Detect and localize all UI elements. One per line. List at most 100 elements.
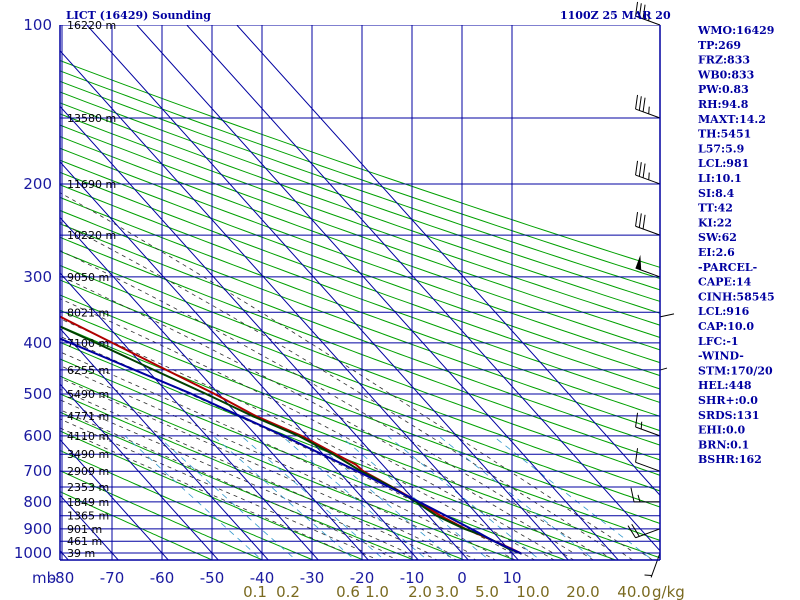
wind-barb-flag <box>635 254 642 271</box>
dry-adiabat <box>60 184 660 404</box>
wind-barb-half-feather <box>648 106 650 114</box>
pressure-tick-label: 800 <box>23 493 52 511</box>
temperature-tick-label: 10 <box>502 569 521 587</box>
wind-barb-half-feather <box>659 367 668 371</box>
index-item: L57:5.9 <box>698 142 744 155</box>
mixing-ratio-line <box>387 435 541 560</box>
mixing-ratio-tick-label: 1.0 <box>365 583 389 600</box>
index-item: CINH:58545 <box>698 290 775 303</box>
wind-barb-feather <box>627 525 636 538</box>
dry-adiabat <box>60 196 660 417</box>
temperature-tick-label: -40 <box>250 569 275 587</box>
mixing-ratio-line <box>438 435 596 560</box>
temperature-tick-label: 0 <box>457 569 467 587</box>
dry-adiabat <box>60 60 660 268</box>
dry-adiabat <box>60 294 660 525</box>
wind-barbs <box>627 1 675 578</box>
height-label: 4771 m <box>67 410 109 423</box>
wind-barb-feather <box>635 94 639 110</box>
height-label: 13580 m <box>67 112 116 125</box>
dry-adiabat <box>60 124 660 338</box>
index-item: EI:2.6 <box>698 246 735 259</box>
wind-barb-feather <box>630 487 635 502</box>
mixing-ratio-line <box>124 435 263 560</box>
wind-barb <box>635 254 661 278</box>
mixing-ratio-tick-label: 2.0 <box>408 583 432 600</box>
isotherm <box>136 25 619 560</box>
index-item: TH:5451 <box>698 128 751 141</box>
wind-barb-half-feather <box>637 494 641 502</box>
isotherm <box>186 25 660 552</box>
wind-barb-feather <box>659 313 675 318</box>
index-item: RH:94.8 <box>698 98 749 111</box>
mixing-ratio-tick-label: 10.0 <box>516 583 549 600</box>
height-label: 2909 m <box>67 465 109 478</box>
moist-adiabat <box>60 275 595 560</box>
wind-barb-stem <box>635 528 661 539</box>
isotherm <box>60 272 319 560</box>
dry-adiabat <box>60 70 660 280</box>
height-label: 461 m <box>67 535 102 548</box>
pressure-tick-label: 1000 <box>14 544 52 562</box>
height-label: 901 m <box>67 523 102 536</box>
mixing-ratio-line <box>306 435 455 560</box>
wind-barb <box>627 523 661 539</box>
index-item: LFC:-1 <box>698 335 739 348</box>
wind-barb-half-feather <box>640 421 643 430</box>
pressure-tick-label: 600 <box>23 427 52 445</box>
index-item: FRZ:833 <box>698 54 750 67</box>
dry-adiabat <box>60 325 660 559</box>
wind-barb <box>635 94 661 119</box>
temperature-tick-label: -80 <box>50 569 75 587</box>
index-item: PW:0.83 <box>698 83 749 96</box>
wind-barb-feather <box>638 96 642 111</box>
dry-adiabat <box>60 209 660 432</box>
isotherm <box>60 50 519 560</box>
pressure-tick-label: 900 <box>23 520 52 538</box>
index-item: BSHR:162 <box>698 453 762 466</box>
wind-barb-stem <box>635 15 661 26</box>
dry-adiabat <box>60 279 660 508</box>
dry-adiabat <box>60 250 660 476</box>
temperature-tick-label: -10 <box>400 569 425 587</box>
wind-barb-feather <box>642 4 646 19</box>
dry-adiabat <box>60 91 660 302</box>
isotherm <box>60 550 69 560</box>
wind-barb-half-feather <box>648 172 650 180</box>
mixing-ratio-tick-label: 0.2 <box>276 583 300 600</box>
mixing-ratio-line <box>241 435 386 560</box>
wind-barb-stem <box>650 552 661 578</box>
height-label: 3490 m <box>67 448 109 461</box>
height-label: 10220 m <box>67 229 116 242</box>
isotherm <box>60 327 269 560</box>
index-item: SHR+:0.0 <box>698 394 758 407</box>
wind-barb-stem <box>635 174 661 185</box>
index-item: SW:62 <box>698 231 737 244</box>
moist-adiabat <box>60 192 654 560</box>
index-item: WB0:833 <box>697 68 754 81</box>
wind-barb <box>630 487 660 503</box>
isotherm <box>86 25 569 560</box>
dry-adiabat <box>60 236 660 461</box>
pressure-tick-label: 500 <box>23 385 52 403</box>
mixing-ratio-tick-label: 0.6 <box>336 583 360 600</box>
moist-adiabat <box>60 221 634 560</box>
index-item: MAXT:14.2 <box>698 113 766 126</box>
dry-adiabat <box>60 491 214 560</box>
dry-adiabat <box>60 358 567 560</box>
mixing-ratio-tick-label: 5.0 <box>475 583 499 600</box>
wind-barb-feather <box>631 523 640 537</box>
dry-adiabat <box>60 375 517 560</box>
wind-barb-feather <box>638 213 642 228</box>
pressure-tick-label: 200 <box>23 175 52 193</box>
height-label: 2353 m <box>67 481 109 494</box>
dry-adiabat <box>60 113 660 326</box>
index-item: LCL:916 <box>698 305 750 318</box>
wind-barb <box>635 448 661 472</box>
index-item: -WIND- <box>698 350 744 363</box>
isotherm <box>0 25 22 564</box>
height-label: 9050 m <box>67 271 109 284</box>
